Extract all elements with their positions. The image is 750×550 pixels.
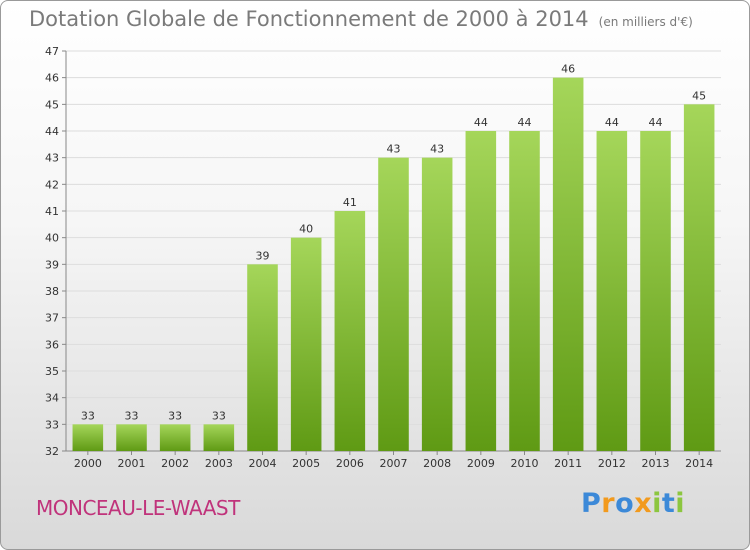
data-label: 39 [256, 249, 270, 262]
x-tick-label: 2010 [511, 457, 539, 470]
proxiti-logo: Proxiti [581, 488, 685, 519]
bar [72, 424, 104, 451]
logo-letter: i [652, 488, 662, 519]
data-label: 33 [81, 409, 95, 422]
y-tick-label: 41 [45, 205, 59, 218]
data-label: 33 [212, 409, 226, 422]
x-tick-label: 2004 [249, 457, 277, 470]
x-tick-label: 2012 [598, 457, 626, 470]
bar [465, 131, 497, 451]
x-tick-label: 2001 [118, 457, 146, 470]
x-tick-label: 2013 [642, 457, 670, 470]
logo-letter: t [661, 488, 676, 519]
y-tick-label: 38 [45, 285, 59, 298]
y-tick-label: 45 [45, 98, 59, 111]
data-label: 44 [474, 116, 488, 129]
y-tick-label: 39 [45, 258, 59, 271]
bar [596, 131, 628, 451]
y-tick-label: 35 [45, 365, 59, 378]
x-tick-label: 2009 [467, 457, 495, 470]
bar [247, 264, 278, 451]
y-tick-label: 33 [45, 418, 59, 431]
bar [552, 77, 584, 452]
data-label: 33 [125, 409, 139, 422]
bar [640, 131, 671, 451]
y-tick-label: 46 [45, 72, 59, 85]
data-label: 41 [343, 196, 357, 209]
bar [509, 131, 540, 451]
chart-title-text: Dotation Globale de Fonctionnement de 20… [29, 7, 589, 31]
chart-subtitle: (en milliers d'€) [598, 15, 693, 29]
y-tick-label: 40 [45, 232, 59, 245]
bar [334, 211, 366, 451]
bar [159, 424, 191, 451]
data-label: 40 [299, 223, 313, 236]
data-label: 45 [692, 89, 706, 102]
bar [421, 157, 453, 451]
bar [683, 104, 715, 451]
data-label: 44 [605, 116, 619, 129]
x-tick-label: 2006 [336, 457, 364, 470]
x-tick-label: 2005 [292, 457, 320, 470]
y-tick-label: 42 [45, 178, 59, 191]
y-tick-label: 47 [45, 45, 59, 58]
y-tick-label: 32 [45, 445, 59, 458]
x-tick-label: 2014 [685, 457, 713, 470]
data-label: 44 [649, 116, 663, 129]
bar [116, 424, 147, 451]
logo-letter: i [675, 488, 686, 519]
x-tick-label: 2008 [423, 457, 451, 470]
bar [290, 237, 322, 451]
y-tick-label: 34 [45, 392, 59, 405]
chart-title: Dotation Globale de Fonctionnement de 20… [29, 7, 693, 31]
logo-letter: r [601, 488, 616, 519]
logo-letter: P [581, 488, 602, 519]
logo-letter: x [634, 488, 653, 519]
commune-name: MONCEAU-LE-WAAST [36, 496, 240, 520]
x-tick-label: 2011 [554, 457, 582, 470]
x-tick-label: 2002 [161, 457, 189, 470]
y-tick-label: 36 [45, 338, 59, 351]
x-tick-label: 2007 [380, 457, 408, 470]
y-tick-label: 43 [45, 152, 59, 165]
y-tick-label: 44 [45, 125, 59, 138]
logo-letter: o [615, 488, 635, 519]
bar [203, 424, 235, 451]
data-label: 46 [561, 63, 575, 76]
data-label: 43 [430, 143, 444, 156]
data-label: 44 [518, 116, 532, 129]
x-tick-label: 2003 [205, 457, 233, 470]
x-tick-label: 2000 [74, 457, 102, 470]
data-label: 43 [387, 143, 401, 156]
data-label: 33 [168, 409, 182, 422]
bar [378, 157, 409, 451]
y-tick-label: 37 [45, 312, 59, 325]
